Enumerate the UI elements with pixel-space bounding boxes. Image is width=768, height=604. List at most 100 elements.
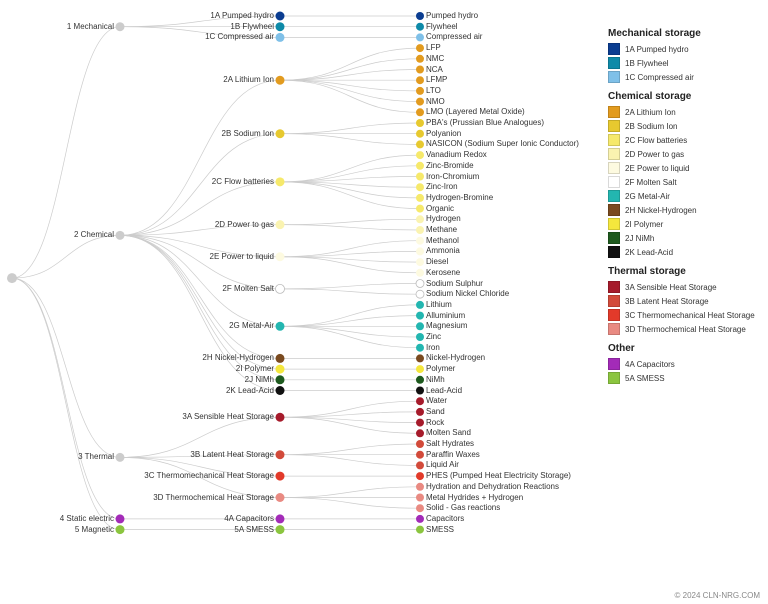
tree-node: [276, 284, 285, 293]
tree-node-label: NASICON (Sodium Super Ionic Conductor): [426, 140, 579, 148]
legend-swatch: [608, 281, 620, 293]
tree-node: [416, 387, 424, 395]
legend-item: 2J NiMh: [608, 232, 758, 244]
tree-node-label: 5A SMESS: [234, 526, 274, 534]
tree-node: [416, 429, 424, 437]
tree-node: [416, 419, 424, 427]
legend-group-title: Thermal storage: [608, 266, 758, 277]
tree-edge: [280, 326, 420, 347]
tree-node-label: PHES (Pumped Heat Electricity Storage): [426, 472, 571, 480]
tree-node-label: Vanadium Redox: [426, 151, 487, 159]
tree-edge: [280, 182, 420, 209]
tree-node: [416, 119, 424, 127]
tree-node-label: LFP: [426, 44, 441, 52]
legend-label: 2J NiMh: [625, 234, 654, 243]
tree-node-label: Methanol: [426, 237, 459, 245]
legend-swatch: [608, 176, 620, 188]
tree-node: [276, 12, 285, 21]
legend-swatch: [608, 204, 620, 216]
legend-item: 4A Capacitors: [608, 358, 758, 370]
tree-node: [276, 493, 285, 502]
tree-node-label: Alluminium: [426, 312, 465, 320]
tree-node: [416, 140, 424, 148]
legend-item: 2I Polymer: [608, 218, 758, 230]
legend-swatch: [608, 71, 620, 83]
legend-swatch: [608, 295, 620, 307]
tree-edge: [280, 155, 420, 182]
tree-node-label: Lead-Acid: [426, 387, 462, 395]
legend-item: 2G Metal-Air: [608, 190, 758, 202]
tree-node-label: NMO: [426, 98, 445, 106]
legend-label: 1C Compressed air: [625, 73, 694, 82]
tree-node: [416, 173, 424, 181]
tree-node: [116, 514, 125, 523]
tree-node-label: Hydrogen-Bromine: [426, 194, 493, 202]
tree-node: [276, 322, 285, 331]
legend-item: 1A Pumped hydro: [608, 43, 758, 55]
legend-swatch: [608, 358, 620, 370]
legend-label: 1B Flywheel: [625, 59, 669, 68]
tree-node-label: 2C Flow batteries: [212, 178, 274, 186]
legend-item: 3A Sensible Heat Storage: [608, 281, 758, 293]
tree-edge: [12, 27, 120, 278]
tree-node-label: 3A Sensible Heat Storage: [182, 413, 274, 421]
tree-node: [416, 301, 424, 309]
legend-label: 2I Polymer: [625, 220, 663, 229]
tree-node: [276, 177, 285, 186]
tree-node: [416, 237, 424, 245]
tree-node-label: Zinc-Bromide: [426, 162, 474, 170]
tree-node: [276, 354, 285, 363]
tree-node: [116, 22, 125, 31]
legend-swatch: [608, 57, 620, 69]
tree-node-label: 1 Mechanical: [67, 23, 114, 31]
tree-node-label: Magnesium: [426, 322, 467, 330]
tree-node: [416, 33, 424, 41]
tree-node-label: 3B Latent Heat Storage: [190, 451, 274, 459]
tree-node-label: LFMP: [426, 76, 447, 84]
tree-node-label: Zinc-Iron: [426, 183, 458, 191]
tree-node: [416, 215, 424, 223]
tree-node: [416, 440, 424, 448]
legend-item: 1B Flywheel: [608, 57, 758, 69]
legend-label: 3A Sensible Heat Storage: [625, 283, 717, 292]
tree-node-label: Molten Sand: [426, 429, 471, 437]
legend-item: 5A SMESS: [608, 372, 758, 384]
tree-node: [416, 494, 424, 502]
tree-node-label: Sodium Sulphur: [426, 280, 483, 288]
tree-node-label: 2H Nickel-Hydrogen: [202, 354, 274, 362]
legend-swatch: [608, 218, 620, 230]
legend-label: 2E Power to liquid: [625, 164, 689, 173]
tree-edge: [280, 498, 420, 509]
tree-node-label: 1C Compressed air: [205, 33, 274, 41]
tree-node-label: 3C Thermomechanical Heat Storage: [144, 472, 274, 480]
tree-node: [276, 76, 285, 85]
tree-node-label: PBA's (Prussian Blue Analogues): [426, 119, 544, 127]
legend-swatch: [608, 162, 620, 174]
legend-swatch: [608, 190, 620, 202]
tree-edge: [280, 59, 420, 80]
tree-node: [416, 526, 424, 534]
legend-swatch: [608, 323, 620, 335]
tree-node-label: Polyanion: [426, 130, 461, 138]
tree-node: [416, 226, 424, 234]
tree-node-label: 2I Polymer: [236, 365, 274, 373]
legend-swatch: [608, 309, 620, 321]
tree-edge: [280, 80, 420, 101]
tree-node: [416, 247, 424, 255]
tree-node-label: Water: [426, 397, 447, 405]
tree-node: [416, 280, 424, 288]
tree-node: [416, 12, 424, 20]
tree-edge: [280, 134, 420, 145]
tree-node: [276, 386, 285, 395]
tree-node-label: Nickel-Hydrogen: [426, 354, 485, 362]
legend-group-title: Mechanical storage: [608, 28, 758, 39]
legend-label: 2A Lithium Ion: [625, 108, 676, 117]
tree-node: [276, 514, 285, 523]
legend-item: 3B Latent Heat Storage: [608, 295, 758, 307]
tree-node-label: Ammonia: [426, 247, 460, 255]
tree-node-label: Iron-Chromium: [426, 173, 479, 181]
tree-node-label: 1A Pumped hydro: [210, 12, 274, 20]
legend-item: 2C Flow batteries: [608, 134, 758, 146]
tree-node-label: Organic: [426, 205, 454, 213]
tree-node: [416, 515, 424, 523]
